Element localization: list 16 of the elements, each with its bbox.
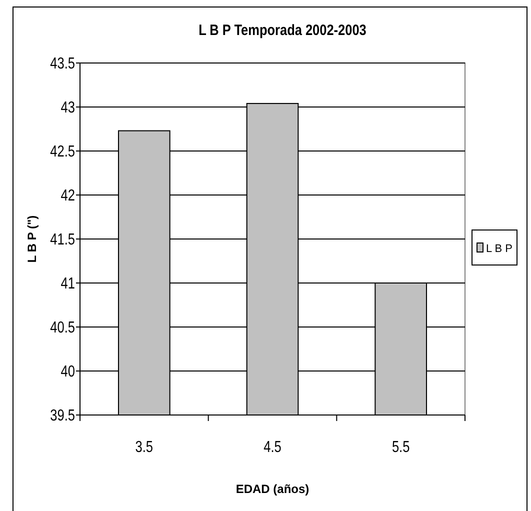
y-tick-label: 42.5 (50, 143, 75, 162)
y-tick-label: 40.5 (50, 319, 75, 338)
chart-title: L B P Temporada 2002-2003 (198, 20, 367, 38)
legend-label: L B P (486, 243, 512, 255)
y-tick-label: 40 (60, 363, 75, 382)
x-axis-title: EDAD (años) (236, 482, 310, 496)
y-tick-label: 39.5 (50, 407, 75, 426)
y-tick-label: 42 (60, 187, 75, 206)
x-tick-label: 3.5 (135, 438, 154, 456)
x-tick-label: 5.5 (392, 438, 410, 456)
x-tick-label: 4.5 (264, 438, 282, 456)
y-tick-label: 43.5 (50, 55, 75, 74)
y-tick-label: 41 (60, 275, 75, 294)
y-tick-label: 43 (60, 99, 75, 118)
y-axis-title: L B P (") (25, 215, 39, 263)
y-tick-label: 41.5 (50, 231, 75, 250)
